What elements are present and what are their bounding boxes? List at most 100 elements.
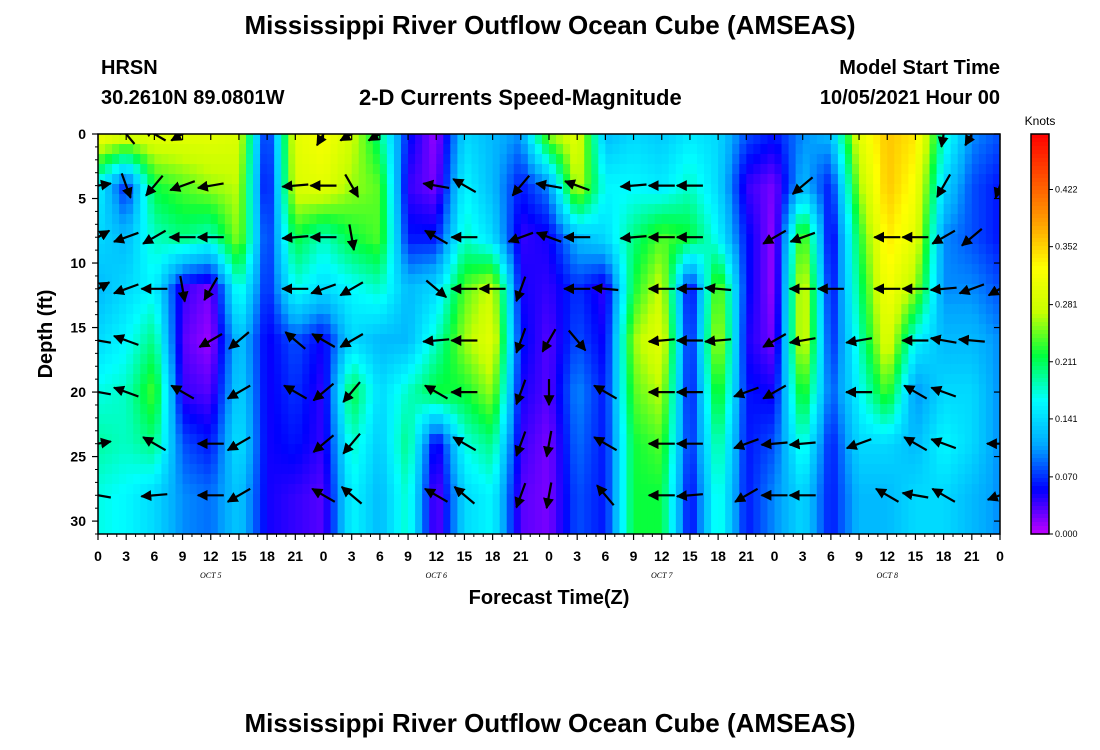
heatmap-cell [668,504,677,515]
heatmap-cell [182,444,191,455]
heatmap-cell [859,184,867,195]
heatmap-cell [943,414,952,425]
heatmap-cell [140,134,148,145]
heatmap-cell [866,144,874,155]
heatmap-cell [640,184,649,195]
heatmap-cell [887,404,895,415]
heatmap-cell [189,474,198,485]
heatmap-cell [661,144,670,155]
heatmap-cell [175,444,184,455]
heatmap-cell [224,384,233,395]
heatmap-cell [267,214,275,225]
heatmap-cell [245,434,254,445]
heatmap-cell [964,494,973,505]
heatmap-cell [224,334,233,345]
heatmap-cell [802,304,811,315]
heatmap-cell [337,184,346,195]
heatmap-cell [795,474,804,485]
heatmap-cell [253,184,261,195]
heatmap-cell [626,334,635,345]
heatmap-cell [753,444,762,455]
heatmap-cell [189,164,198,175]
heatmap-cell [513,324,522,335]
heatmap-cell [119,194,127,205]
heatmap-cell [795,334,804,345]
heatmap-cell [781,374,790,385]
heatmap-cell [513,354,522,365]
heatmap-cell [894,404,902,415]
heatmap-cell [725,444,733,455]
heatmap-cell [288,524,296,534]
heatmap-cell [781,204,790,215]
heatmap-cell [640,134,649,145]
heatmap-cell [422,264,430,275]
heatmap-cell [957,464,966,475]
heatmap-cell [330,194,339,205]
heatmap-cell [830,344,839,355]
heatmap-cell [133,224,141,235]
heatmap-cell [626,364,635,375]
heatmap-cell [105,514,113,525]
heatmap-cell [471,194,480,205]
heatmap-cell [365,174,374,185]
heatmap-cell [534,224,543,235]
heatmap-cell [478,254,487,265]
heatmap-cell [112,484,120,495]
heatmap-cell [823,224,832,235]
heatmap-cell [175,454,184,465]
heatmap-cell [281,474,289,485]
heatmap-cell [112,244,120,255]
heatmap-cell [767,514,776,525]
heatmap-cell [830,274,839,285]
heatmap-cell [844,414,853,425]
heatmap-cell [422,184,430,195]
heatmap-cell [957,144,966,155]
heatmap-cell [612,174,621,185]
heatmap-cell [887,464,895,475]
heatmap-cell [274,454,282,465]
heatmap-cell [774,164,783,175]
heatmap-cell [471,254,480,265]
heatmap-cell [323,204,332,215]
heatmap-cell [309,464,318,475]
heatmap-cell [210,154,219,165]
heatmap-cell [203,354,212,365]
heatmap-cell [323,234,332,245]
heatmap-cell [217,284,226,295]
heatmap-cell [767,454,776,465]
heatmap-cell [696,274,705,285]
heatmap-cell [478,424,487,435]
heatmap-cell [224,314,233,325]
heatmap-cell [253,234,261,245]
heatmap-cell [386,374,395,385]
heatmap-cell [105,354,113,365]
heatmap-cell [302,424,311,435]
heatmap-cell [401,484,409,495]
heatmap-cell [647,474,656,485]
heatmap-cell [217,204,226,215]
heatmap-cell [238,174,247,185]
heatmap-cell [457,134,466,145]
heatmap-cell [661,414,670,425]
heatmap-cell [739,354,747,365]
heatmap-cell [288,424,296,435]
heatmap-cell [358,284,367,295]
heatmap-cell [541,144,550,155]
heatmap-cell [626,164,635,175]
heatmap-cell [358,264,367,275]
heatmap-cell [450,454,458,465]
heatmap-cell [168,194,177,205]
heatmap-cell [485,504,494,515]
heatmap-cell [126,204,134,215]
heatmap-cell [563,264,571,275]
heatmap-cell [619,244,628,255]
heatmap-cell [105,494,113,505]
heatmap-cell [823,464,832,475]
heatmap-cell [943,294,952,305]
heatmap-cell [520,404,529,415]
heatmap-cell [506,464,515,475]
heatmap-cell [323,264,332,275]
heatmap-cell [661,174,670,185]
heatmap-cell [605,324,614,335]
heatmap-cell [626,434,635,445]
